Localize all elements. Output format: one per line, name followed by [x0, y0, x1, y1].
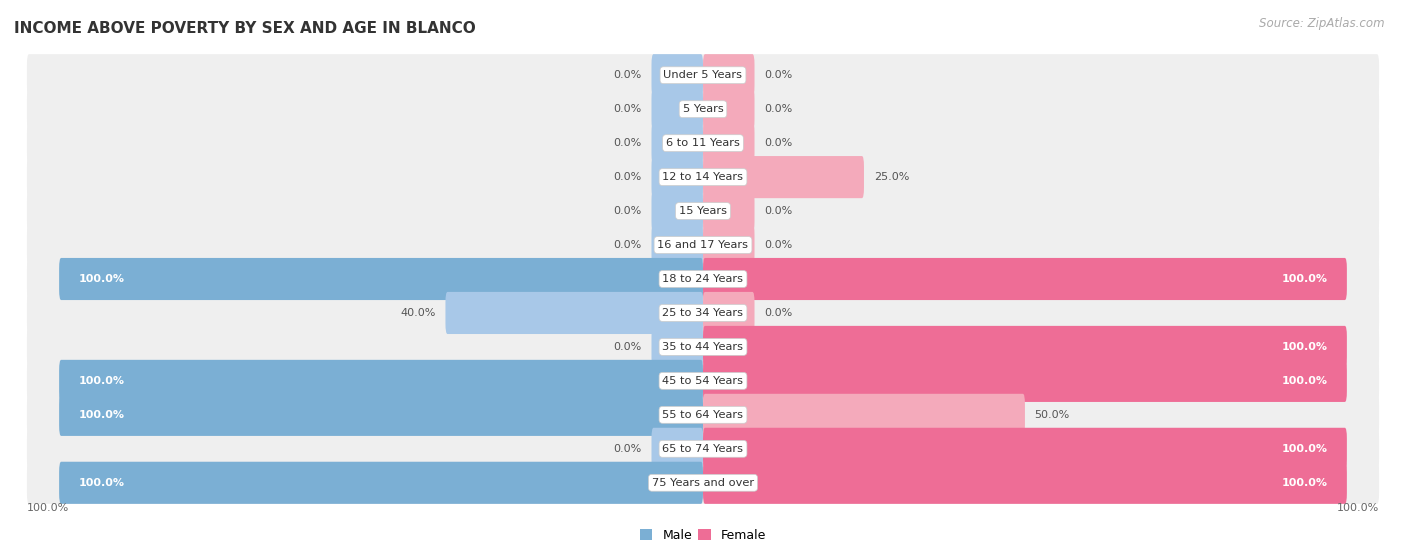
FancyBboxPatch shape [27, 326, 1379, 368]
Text: 5 Years: 5 Years [683, 104, 723, 114]
FancyBboxPatch shape [651, 428, 703, 470]
FancyBboxPatch shape [703, 394, 1025, 436]
FancyBboxPatch shape [27, 54, 1379, 97]
Text: 100.0%: 100.0% [1281, 478, 1327, 488]
Text: 65 to 74 Years: 65 to 74 Years [662, 444, 744, 454]
Text: 12 to 14 Years: 12 to 14 Years [662, 172, 744, 182]
FancyBboxPatch shape [651, 156, 703, 198]
FancyBboxPatch shape [27, 428, 1379, 470]
FancyBboxPatch shape [703, 461, 1347, 504]
Text: 100.0%: 100.0% [1337, 503, 1379, 513]
FancyBboxPatch shape [651, 122, 703, 164]
Text: 0.0%: 0.0% [765, 206, 793, 216]
Text: 25.0%: 25.0% [873, 172, 910, 182]
Text: 0.0%: 0.0% [613, 138, 641, 148]
FancyBboxPatch shape [703, 190, 755, 232]
FancyBboxPatch shape [27, 224, 1379, 266]
Text: 100.0%: 100.0% [1281, 444, 1327, 454]
FancyBboxPatch shape [703, 258, 1347, 300]
FancyBboxPatch shape [59, 461, 703, 504]
Text: 16 and 17 Years: 16 and 17 Years [658, 240, 748, 250]
FancyBboxPatch shape [703, 54, 755, 97]
FancyBboxPatch shape [703, 224, 755, 266]
FancyBboxPatch shape [27, 360, 1379, 402]
Text: 0.0%: 0.0% [613, 104, 641, 114]
Text: 0.0%: 0.0% [613, 444, 641, 454]
Text: 45 to 54 Years: 45 to 54 Years [662, 376, 744, 386]
FancyBboxPatch shape [703, 428, 1347, 470]
Text: 40.0%: 40.0% [401, 308, 436, 318]
Text: 25 to 34 Years: 25 to 34 Years [662, 308, 744, 318]
FancyBboxPatch shape [651, 224, 703, 266]
FancyBboxPatch shape [703, 88, 755, 130]
Text: 6 to 11 Years: 6 to 11 Years [666, 138, 740, 148]
Text: 0.0%: 0.0% [613, 342, 641, 352]
FancyBboxPatch shape [703, 292, 755, 334]
Text: 0.0%: 0.0% [765, 138, 793, 148]
Text: 100.0%: 100.0% [1281, 342, 1327, 352]
FancyBboxPatch shape [27, 461, 1379, 504]
Text: 35 to 44 Years: 35 to 44 Years [662, 342, 744, 352]
FancyBboxPatch shape [59, 258, 703, 300]
Text: 100.0%: 100.0% [79, 376, 125, 386]
FancyBboxPatch shape [59, 360, 703, 402]
FancyBboxPatch shape [27, 394, 1379, 436]
FancyBboxPatch shape [27, 88, 1379, 130]
FancyBboxPatch shape [703, 122, 755, 164]
Text: 100.0%: 100.0% [1281, 274, 1327, 284]
FancyBboxPatch shape [651, 326, 703, 368]
Text: 100.0%: 100.0% [79, 410, 125, 420]
Text: 15 Years: 15 Years [679, 206, 727, 216]
Text: Source: ZipAtlas.com: Source: ZipAtlas.com [1260, 17, 1385, 30]
Text: 0.0%: 0.0% [613, 240, 641, 250]
FancyBboxPatch shape [703, 326, 1347, 368]
Text: Under 5 Years: Under 5 Years [664, 70, 742, 80]
Text: 18 to 24 Years: 18 to 24 Years [662, 274, 744, 284]
Text: 75 Years and over: 75 Years and over [652, 478, 754, 488]
FancyBboxPatch shape [446, 292, 703, 334]
FancyBboxPatch shape [651, 88, 703, 130]
Text: 100.0%: 100.0% [79, 478, 125, 488]
FancyBboxPatch shape [651, 54, 703, 97]
Text: 100.0%: 100.0% [27, 503, 69, 513]
Text: 55 to 64 Years: 55 to 64 Years [662, 410, 744, 420]
FancyBboxPatch shape [27, 258, 1379, 300]
Text: 0.0%: 0.0% [613, 206, 641, 216]
Text: 0.0%: 0.0% [613, 172, 641, 182]
Text: 50.0%: 50.0% [1035, 410, 1070, 420]
Text: 100.0%: 100.0% [79, 274, 125, 284]
Text: 0.0%: 0.0% [765, 240, 793, 250]
FancyBboxPatch shape [59, 394, 703, 436]
FancyBboxPatch shape [703, 156, 863, 198]
FancyBboxPatch shape [703, 360, 1347, 402]
FancyBboxPatch shape [27, 156, 1379, 198]
Text: 0.0%: 0.0% [765, 104, 793, 114]
FancyBboxPatch shape [27, 292, 1379, 334]
Text: 0.0%: 0.0% [765, 70, 793, 80]
Text: INCOME ABOVE POVERTY BY SEX AND AGE IN BLANCO: INCOME ABOVE POVERTY BY SEX AND AGE IN B… [14, 21, 475, 36]
Legend: Male, Female: Male, Female [636, 524, 770, 547]
FancyBboxPatch shape [27, 122, 1379, 164]
FancyBboxPatch shape [651, 190, 703, 232]
Text: 0.0%: 0.0% [765, 308, 793, 318]
Text: 0.0%: 0.0% [613, 70, 641, 80]
FancyBboxPatch shape [27, 190, 1379, 232]
Text: 100.0%: 100.0% [1281, 376, 1327, 386]
